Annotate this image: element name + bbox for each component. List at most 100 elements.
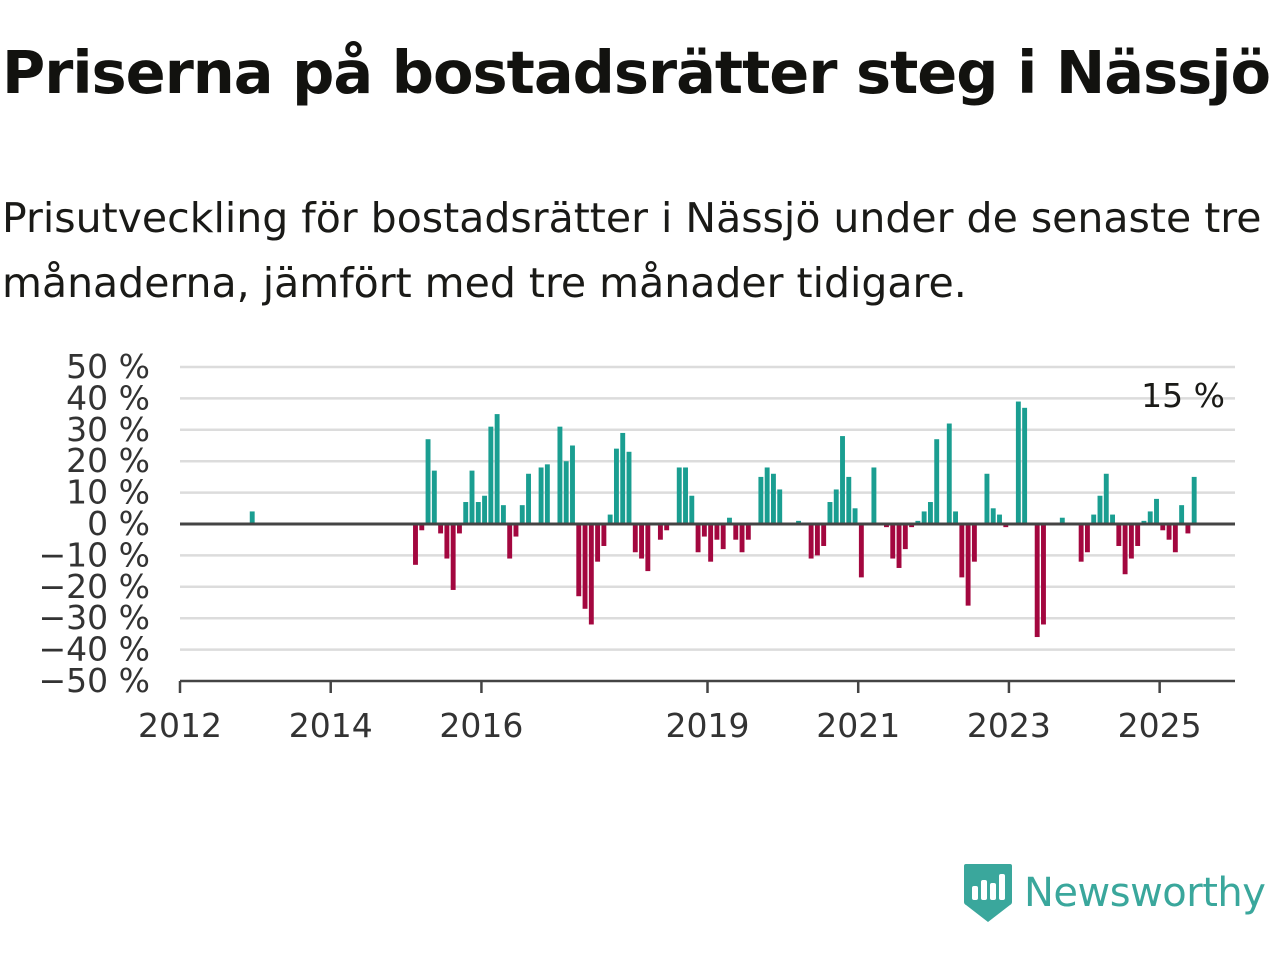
y-tick-label: 0 % [87,504,150,543]
bar [475,502,481,524]
bar [990,508,996,524]
bar [657,524,663,540]
bar [488,426,494,524]
y-tick-label: −40 % [39,630,151,669]
bar [1034,524,1040,638]
x-tick-label: 2025 [1118,706,1202,745]
bar [720,524,726,550]
bar [821,524,827,546]
bar [463,502,469,524]
bar [984,473,990,524]
bar [1003,524,1009,528]
price-change-bar-chart: 50 %40 %30 %20 %10 %0 %−10 %−20 %−30 %−4… [39,347,1235,745]
bar [770,473,776,524]
y-tick-label: −20 % [39,567,151,606]
y-tick-label: 40 % [66,378,150,417]
bar [1154,498,1159,524]
bar [664,524,670,531]
bar [1147,511,1153,524]
bar [588,524,594,625]
bar [1166,524,1172,540]
bar [413,524,418,565]
bar [570,445,575,524]
bar [607,514,613,524]
bar [419,524,425,531]
bar [683,467,688,524]
bar [915,520,921,524]
y-tick-label: −10 % [39,535,151,574]
bar [946,423,952,524]
bar [494,414,500,524]
page-subtitle: Prisutveckling för bostadsrätter i Nässj… [2,194,1262,307]
x-tick-label: 2019 [666,706,750,745]
bar [902,524,908,550]
bar [997,514,1002,524]
bar [1041,524,1046,625]
bar [701,524,707,537]
bar [1078,524,1084,562]
bar [563,461,569,524]
bar [852,508,858,524]
bar [519,505,525,524]
bar [444,524,450,559]
bar [1122,524,1128,575]
bar [482,495,488,524]
bar [538,467,544,524]
bar [921,511,927,524]
bar [1179,505,1185,524]
bar [808,524,814,559]
x-tick-label: 2021 [816,706,900,745]
bar [544,464,550,524]
bar [595,524,601,562]
bar [469,470,475,524]
bar [1185,524,1191,534]
bar [727,517,732,524]
y-tick-label: 20 % [66,441,150,480]
bar [689,495,695,524]
bar [708,524,714,562]
bar [733,524,739,540]
bar [739,524,745,553]
bar [814,524,820,556]
bar [576,524,582,597]
bar [450,524,456,590]
bar [846,476,852,524]
bar [934,439,940,524]
bar [613,448,619,524]
newsworthy-logo-text: Newsworthy [1024,870,1266,916]
y-tick-label: −30 % [39,598,151,637]
x-tick-label: 2014 [289,706,373,745]
bar [507,524,513,559]
bar [896,524,902,568]
bar [601,524,607,546]
bar [513,524,519,537]
bar [1172,524,1178,553]
bar [1084,524,1090,553]
bar [777,489,783,524]
bar [645,524,651,572]
bar [1097,495,1103,524]
bar [1128,524,1134,559]
bar [1160,524,1166,531]
y-tick-label: 30 % [66,410,150,449]
bar [884,524,889,528]
bar [1110,514,1115,524]
bar [1116,524,1122,546]
bar [431,470,437,524]
bar [526,473,531,524]
bar [858,524,864,578]
bar [758,476,764,524]
page-title: Priserna på bostadsrätter steg i Nässjö [2,38,1271,107]
bar [1141,520,1147,524]
bar [1022,407,1028,524]
bar [438,524,444,534]
bar [927,502,933,524]
newsworthy-logo: Newsworthy [962,862,1266,924]
bar [457,524,462,534]
bar [1015,401,1021,524]
bar [890,524,896,559]
y-tick-label: −50 % [39,661,151,700]
bar [745,524,751,540]
y-tick-label: 10 % [66,473,150,512]
latest-value-annotation: 15 % [1141,376,1225,415]
